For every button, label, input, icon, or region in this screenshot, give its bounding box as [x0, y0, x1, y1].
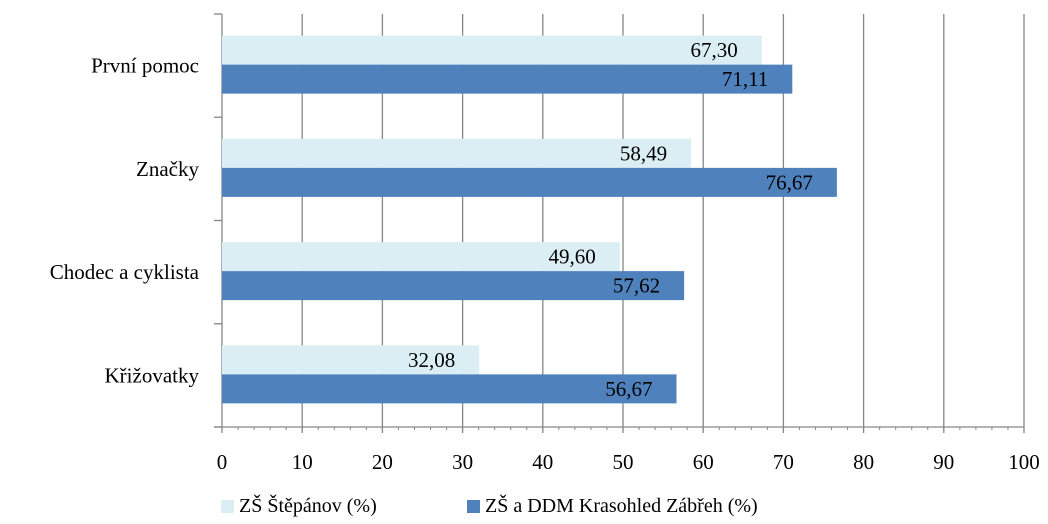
bar-1 — [222, 242, 620, 272]
category-label: Chodec a cyklista — [50, 260, 200, 284]
category-label: Značky — [136, 157, 199, 181]
bar-2 — [222, 271, 685, 301]
x-tick-label: 20 — [372, 450, 393, 474]
legend-swatch-series-1 — [221, 499, 234, 513]
legend: ZŠ Štěpánov (%) ZŠ a DDM Krasohled Zábře… — [0, 491, 1048, 521]
x-tick-label: 100 — [1008, 450, 1040, 474]
bar-2 — [222, 167, 837, 197]
data-label: 67,30 — [690, 38, 737, 62]
data-label: 71,11 — [722, 67, 768, 91]
x-tick-label: 50 — [613, 450, 634, 474]
legend-item-series-1: ZŠ Štěpánov (%) — [221, 491, 377, 521]
legend-label-series-2: ZŠ a DDM Krasohled Zábřeh (%) — [485, 494, 758, 517]
data-label: 56,67 — [605, 377, 652, 401]
data-label: 58,49 — [620, 141, 667, 165]
legend-label-series-1: ZŠ Štěpánov (%) — [239, 494, 377, 517]
data-label: 32,08 — [408, 348, 455, 372]
bar-2 — [222, 374, 677, 404]
x-tick-label: 30 — [452, 450, 473, 474]
x-tick-label: 10 — [292, 450, 313, 474]
x-tick-label: 70 — [773, 450, 794, 474]
legend-item-series-2: ZŠ a DDM Krasohled Zábřeh (%) — [467, 491, 758, 521]
bar-1 — [222, 138, 692, 168]
category-label: První pomoc — [91, 54, 199, 78]
x-tick-label: 80 — [853, 450, 874, 474]
data-label: 49,60 — [549, 245, 596, 269]
bar-chart: 0 10 20 30 40 50 60 70 80 90 100 První pomoc 67,30 71… — [50, 13, 1040, 474]
x-tick-label: 0 — [217, 450, 228, 474]
bar-1 — [222, 345, 480, 375]
x-tick-label: 90 — [933, 450, 954, 474]
category-label: Křižovatky — [105, 363, 200, 387]
bar-1 — [222, 35, 762, 65]
data-label: 57,62 — [613, 274, 660, 298]
data-label: 76,67 — [766, 170, 813, 194]
bar-2 — [222, 64, 793, 94]
x-tick-label: 60 — [693, 450, 714, 474]
x-tick-label: 40 — [532, 450, 553, 474]
legend-swatch-series-2 — [467, 499, 480, 513]
